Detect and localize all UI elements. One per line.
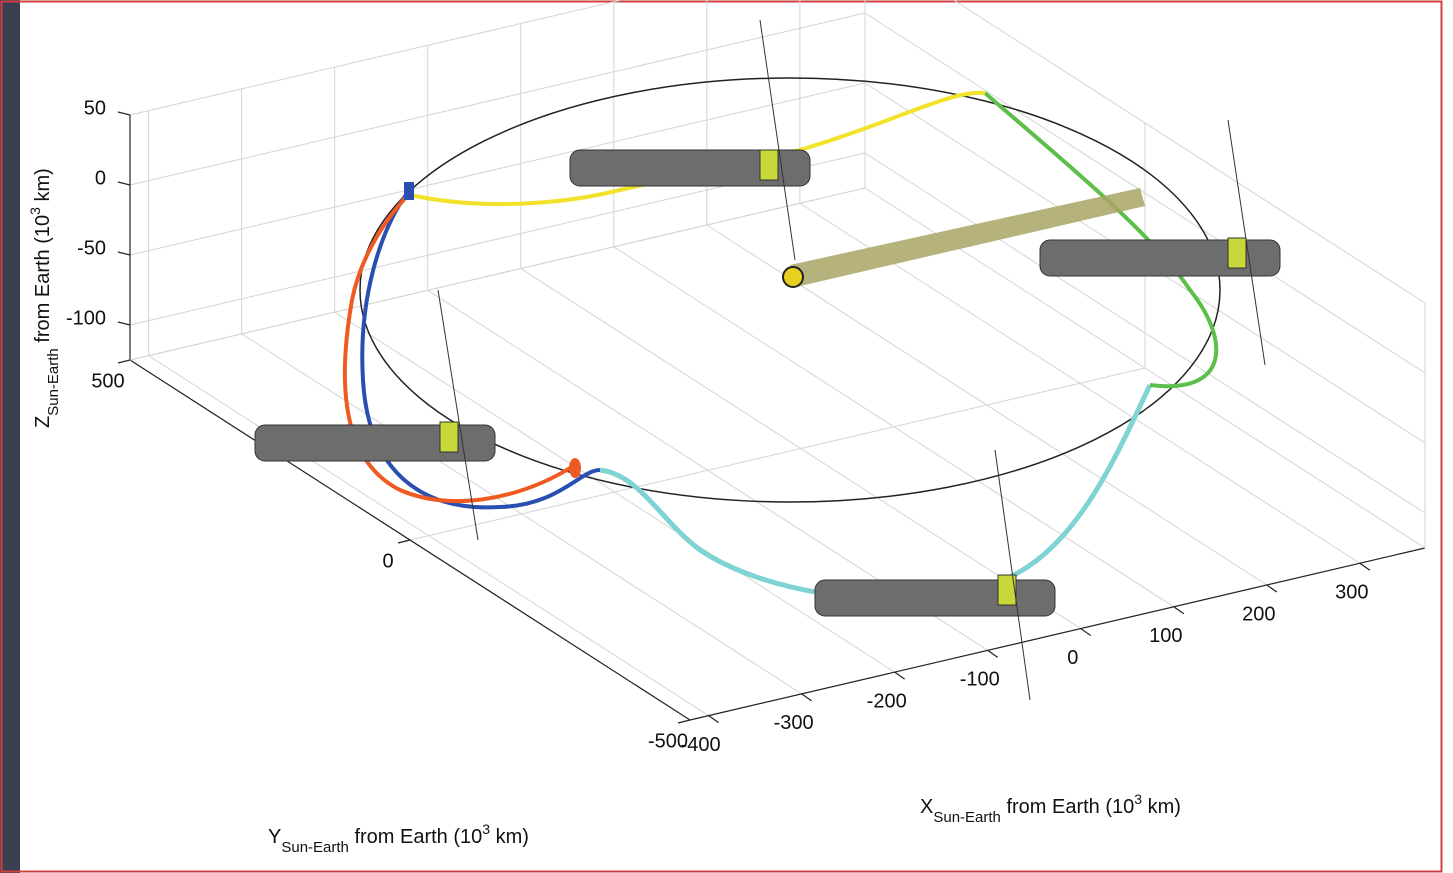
x-tick-label: 200 [1242, 603, 1275, 625]
z-tick-label: -50 [77, 237, 106, 259]
z-tick-label: 0 [95, 167, 106, 189]
x-tick-label: 0 [1067, 647, 1078, 669]
x-tick-label: -300 [774, 712, 814, 734]
y-tick-label: -500 [648, 730, 688, 752]
label-exponent: 3 [27, 207, 43, 215]
label-symbol: X [920, 796, 933, 818]
label-unit: km) [32, 168, 54, 207]
x-tick-label: -100 [960, 669, 1000, 691]
y-tick-label: 500 [91, 370, 124, 392]
label-text: from Earth (10 [349, 826, 482, 848]
label-subscript: Sun-Earth [45, 348, 62, 416]
orange-marker [569, 458, 581, 478]
left-strip [0, 0, 20, 873]
plot-area [20, 3, 1440, 870]
label-subscript: Sun-Earth [933, 809, 1001, 826]
start-marker [404, 182, 414, 200]
earth-marker [783, 267, 803, 287]
label-exponent: 3 [482, 821, 490, 837]
x-tick-label: 300 [1335, 582, 1368, 604]
label-symbol: Z [32, 416, 54, 428]
label-unit: km) [490, 826, 529, 848]
z-tick-label: 50 [84, 97, 106, 119]
label-text: from Earth (10 [1001, 796, 1134, 818]
y-tick-label: 0 [382, 550, 393, 572]
label-exponent: 3 [1134, 791, 1142, 807]
label-unit: km) [1142, 796, 1181, 818]
figure: -400-300-200-10001002003005000-500500-50… [0, 0, 1453, 873]
x-tick-label: 100 [1149, 625, 1182, 647]
z-tick-label: -100 [66, 307, 106, 329]
label-subscript: Sun-Earth [281, 839, 349, 856]
label-symbol: Y [268, 826, 281, 848]
label-text: from Earth (10 [32, 215, 54, 348]
x-tick-label: -200 [867, 690, 907, 712]
